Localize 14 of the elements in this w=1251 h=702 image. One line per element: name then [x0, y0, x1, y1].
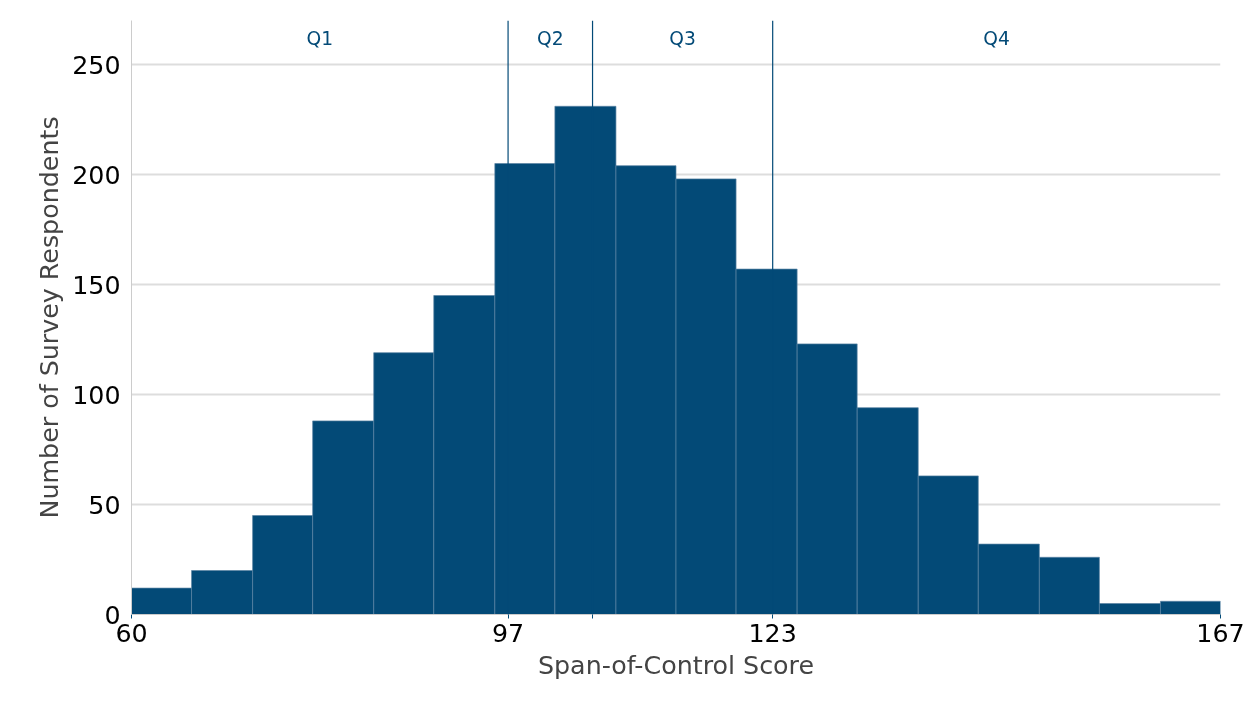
y-tick-label: 250 [72, 49, 121, 80]
y-tick-label: 150 [72, 269, 121, 300]
x-tick-label: 123 [748, 617, 797, 648]
y-tick-label: 200 [72, 159, 121, 190]
annotation: Q3 [669, 27, 696, 49]
y-axis-title: Number of Survey Respondents [34, 116, 65, 519]
annotation: Q2 [537, 27, 564, 49]
annotation: Q4 [983, 27, 1010, 49]
x-tick-label: 97 [491, 617, 525, 648]
y-tick-label: 100 [72, 379, 121, 410]
y-tick-label: 50 [88, 489, 121, 520]
annotation: Q1 [306, 27, 334, 49]
x-axis-title: Span-of-Control Score [537, 649, 815, 680]
x-tick-label: 167 [1196, 617, 1245, 648]
